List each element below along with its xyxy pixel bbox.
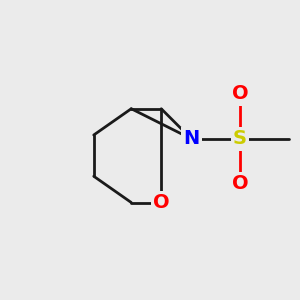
- Text: N: N: [183, 129, 200, 148]
- Text: O: O: [232, 174, 248, 193]
- Text: O: O: [232, 84, 248, 103]
- Text: S: S: [233, 129, 247, 148]
- Text: O: O: [153, 193, 169, 212]
